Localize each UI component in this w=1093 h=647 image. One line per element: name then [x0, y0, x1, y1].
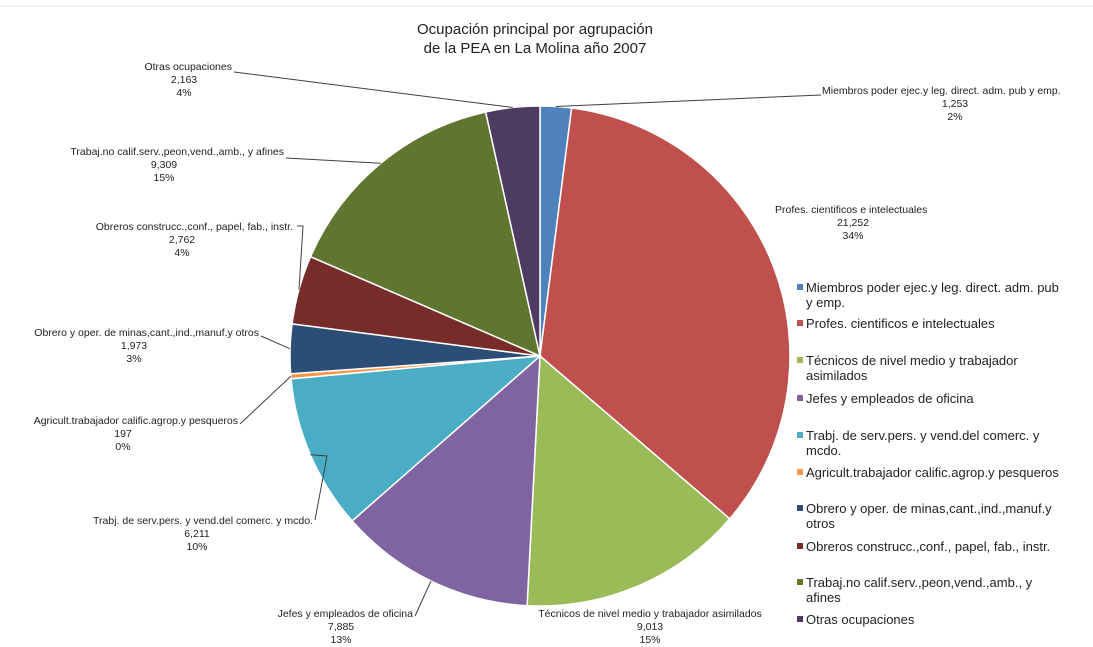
pie-slice-tecnicos-de-nivel-medio-y-trabajador-asimilados — [526, 354, 731, 607]
data-label-value: 2,163 — [171, 74, 197, 86]
legend-item-label: mcdo. — [806, 443, 841, 458]
data-labels: Miembros poder ejec.y leg. direct. adm. … — [34, 61, 1061, 646]
data-label-category: Trabj. de serv.pers. y vend.del comerc. … — [93, 515, 313, 527]
data-label-percent: 0% — [115, 441, 130, 453]
data-label-value: 197 — [114, 428, 132, 440]
chart-title: Ocupación principal por agrupación — [417, 21, 653, 38]
leader-line-otras-ocupaciones — [233, 71, 513, 108]
legend-swatch-trabj-de-serv-pers-y-vend-del-comerc-y-mcdo — [797, 432, 803, 438]
data-label-value: 2,762 — [169, 234, 195, 246]
data-label-value: 1,253 — [942, 98, 968, 110]
legend-item-label: Profes. cientificos e intelectuales — [806, 316, 995, 331]
leader-line-trabaj-no-calif-serv-peon-vend-amb-y-afines — [285, 157, 381, 164]
data-label-value: 7,885 — [328, 621, 354, 633]
leader-line-trabj-de-serv-pers-y-vend-del-comerc-y-mcdo — [310, 454, 328, 521]
data-label-category: Trabaj.no calif.serv.,peon,vend.,amb., y… — [70, 146, 284, 158]
legend-item-label: Jefes y empleados de oficina — [806, 391, 974, 406]
legend-swatch-jefes-y-empleados-de-oficina — [797, 395, 803, 401]
leader-line-obrero-y-oper-de-minas-cant-ind-manuf-y-otros — [260, 335, 291, 350]
pie-slice-trabaj-no-calif-serv-peon-vend-amb-y-afines — [309, 111, 542, 358]
legend-swatch-obrero-y-oper-de-minas-cant-ind-manuf-y-otros — [797, 505, 803, 511]
data-label-category: Jefes y empleados de oficina — [278, 608, 414, 620]
data-label-category: Obrero y oper. de minas,cant.,ind.,manuf… — [34, 327, 259, 339]
data-label-category: Profes. cientificos e intelectuales — [775, 204, 927, 216]
legend-swatch-profes-cientificos-e-intelectuales — [797, 320, 803, 326]
data-label-percent: 2% — [947, 111, 962, 123]
leader-line-miembros-poder-ejec-y-leg-direct-adm-pub-y-emp — [555, 94, 822, 107]
data-label-percent: 15% — [153, 172, 174, 184]
data-label-percent: 34% — [842, 230, 863, 242]
data-label-percent: 4% — [176, 87, 191, 99]
legend-swatch-trabaj-no-calif-serv-peon-vend-amb-y-afines — [797, 579, 803, 585]
legend-swatch-miembros-poder-ejec-y-leg-direct-adm-pub-y-emp — [797, 284, 803, 290]
legend-item-label: afines — [806, 590, 841, 605]
legend-item-label: Miembros poder ejec.y leg. direct. adm. … — [806, 280, 1059, 295]
legend-item-label: Técnicos de nivel medio y trabajador — [806, 353, 1018, 368]
legend-item-label: Agricult.trabajador calific.agrop.y pesq… — [806, 465, 1059, 480]
legend-swatch-obreros-construcc-conf-papel-fab-instr — [797, 543, 803, 549]
pie-slices — [289, 105, 791, 607]
legend-swatch-agricult-trabajador-calific-agrop-y-pesqueros — [797, 469, 803, 475]
legend: Miembros poder ejec.y leg. direct. adm. … — [797, 280, 1059, 627]
data-label-value: 6,211 — [184, 528, 210, 540]
leader-line-agricult-trabajador-calific-agrop-y-pesqueros — [239, 375, 292, 425]
leader-line-jefes-y-empleados-de-oficina — [414, 580, 432, 617]
legend-item-label: asimilados — [806, 368, 868, 383]
data-label-value: 21,252 — [837, 217, 869, 229]
pie-slice-profes-cientificos-e-intelectuales — [539, 107, 791, 520]
data-label-value: 9,013 — [637, 621, 663, 633]
leader-line-obreros-construcc-conf-papel-fab-instr — [297, 225, 304, 290]
legend-swatch-tecnicos-de-nivel-medio-y-trabajador-asimilados — [797, 357, 803, 363]
legend-item-label: Otras ocupaciones — [806, 612, 915, 627]
data-label-percent: 15% — [639, 634, 660, 646]
chart-subtitle: de la PEA en La Molina año 2007 — [424, 40, 647, 57]
data-label-percent: 13% — [330, 634, 351, 646]
data-label-percent: 3% — [126, 353, 141, 365]
data-label-category: Agricult.trabajador calific.agrop.y pesq… — [34, 415, 238, 427]
legend-swatch-otras-ocupaciones — [797, 616, 803, 622]
data-label-category: Técnicos de nivel medio y trabajador asi… — [538, 608, 762, 620]
pie-slice-trabj-de-serv-pers-y-vend-del-comerc-y-mcdo — [290, 355, 543, 522]
data-label-value: 9,309 — [151, 159, 177, 171]
legend-item-label: Trabaj.no calif.serv.,peon,vend.,amb., y — [806, 575, 1033, 590]
data-label-category: Otras ocupaciones — [144, 61, 232, 73]
data-label-category: Obreros construcc.,conf., papel, fab., i… — [96, 221, 293, 233]
legend-item-label: Obreros construcc.,conf., papel, fab., i… — [806, 539, 1050, 554]
data-label-percent: 10% — [186, 541, 207, 553]
legend-item-label: otros — [806, 516, 835, 531]
data-label-percent: 4% — [174, 247, 189, 259]
leader-lines — [233, 71, 822, 617]
pie-slice-jefes-y-empleados-de-oficina — [351, 354, 541, 607]
legend-item-label: Trabj. de serv.pers. y vend.del comerc. … — [806, 428, 1040, 443]
data-label-value: 1,973 — [121, 340, 147, 352]
legend-item-label: y emp. — [806, 295, 845, 310]
legend-item-label: Obrero y oper. de minas,cant.,ind.,manuf… — [806, 501, 1052, 516]
data-label-category: Miembros poder ejec.y leg. direct. adm. … — [822, 85, 1061, 97]
